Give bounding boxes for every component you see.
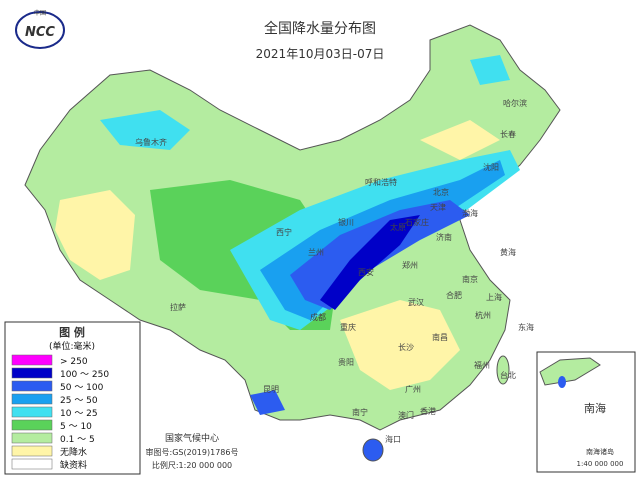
wet-area xyxy=(470,55,510,85)
city: 石家庄 xyxy=(405,217,429,227)
legend-label: 无降水 xyxy=(60,446,87,458)
city: 郑州 xyxy=(402,260,418,270)
city: 西宁 xyxy=(276,227,292,237)
city: 天津 xyxy=(430,202,446,212)
city: 南宁 xyxy=(352,407,368,417)
city: 南京 xyxy=(462,274,478,284)
city: 贵阳 xyxy=(338,357,354,367)
inset-island xyxy=(558,376,566,388)
city: 澳门 xyxy=(398,410,414,420)
subtitle: 2021年10月03日-07日 xyxy=(256,47,385,61)
legend-label: 100 ～ 250 xyxy=(60,370,109,380)
legend-swatch xyxy=(11,406,53,418)
legend-swatch xyxy=(11,393,53,405)
city: 呼和浩特 xyxy=(365,177,397,187)
city: 拉萨 xyxy=(170,302,186,312)
legend-label: 缺资料 xyxy=(60,459,87,471)
legend-swatch xyxy=(11,445,53,457)
legend-label: > 250 xyxy=(60,357,88,367)
sea-label: 东海 xyxy=(518,322,534,332)
city: 广州 xyxy=(405,384,421,394)
title: 全国降水量分布图 xyxy=(264,20,376,37)
logo: 中国 NCC xyxy=(15,9,65,49)
rain-area xyxy=(250,390,285,415)
city: 西安 xyxy=(358,267,374,277)
city: 兰州 xyxy=(308,247,324,257)
country xyxy=(24,24,561,462)
city: 济南 xyxy=(436,232,452,242)
footer-approval: 审图号:GS(2019)1786号 xyxy=(146,447,239,457)
legend: 图 例 (单位:毫米) > 250 100 ～ 250 50 ～ 100 25 ～ 5… xyxy=(4,321,141,475)
footer: 国家气候中心 审图号:GS(2019)1786号 比例尺:1:20 000 00… xyxy=(146,432,239,470)
legend-label: 10 ～ 25 xyxy=(60,409,98,419)
rain-band xyxy=(320,215,420,310)
city: 北京 xyxy=(433,187,449,197)
legend-label: 0.1 ～ 5 xyxy=(60,435,95,445)
city: 长沙 xyxy=(398,342,414,352)
city: 杭州 xyxy=(475,310,491,320)
city: 重庆 xyxy=(340,322,356,332)
legend-label: 50 ～ 100 xyxy=(60,383,104,393)
taiwan xyxy=(496,355,510,385)
dry-area xyxy=(420,120,500,160)
dry-area xyxy=(340,300,460,390)
legend-label: 25 ～ 50 xyxy=(60,396,98,406)
city-labels: 乌鲁木齐 哈尔滨 长春 沈阳 呼和浩特 北京 天津 银川 太原 石家庄 济南 西… xyxy=(135,98,534,444)
dry-area xyxy=(55,190,135,280)
city: 乌鲁木齐 xyxy=(135,137,167,147)
sea-label: 渤海 xyxy=(462,208,478,218)
city: 哈尔滨 xyxy=(503,98,527,108)
footer-org: 国家气候中心 xyxy=(165,432,219,444)
city: 太原 xyxy=(390,222,406,232)
city: 银川 xyxy=(338,217,354,227)
legend-swatch xyxy=(11,432,53,444)
logo-top: 中国 xyxy=(34,9,46,17)
wet-area xyxy=(100,110,190,150)
city: 长春 xyxy=(500,129,516,139)
logo-ring xyxy=(15,11,65,49)
legend-swatch xyxy=(11,367,53,379)
city: 南昌 xyxy=(432,332,448,342)
legend-unit: (单位:毫米) xyxy=(49,340,95,352)
legend-title: 图 例 xyxy=(59,325,85,339)
inset-title: 南海诸岛 xyxy=(586,447,614,456)
legend-swatch xyxy=(11,458,53,470)
legend-swatch xyxy=(11,380,53,392)
city: 台北 xyxy=(500,370,516,380)
city: 上海 xyxy=(486,292,502,302)
inset: 南海 南海诸岛 1:40 000 000 xyxy=(536,351,636,473)
city: 昆明 xyxy=(263,385,279,394)
city: 武汉 xyxy=(408,297,424,307)
city: 成都 xyxy=(310,312,326,322)
city: 福州 xyxy=(474,361,490,370)
city: 合肥 xyxy=(446,290,462,300)
footer-scale: 比例尺:1:20 000 000 xyxy=(152,460,232,470)
legend-label: 5 ～ 10 xyxy=(60,422,92,432)
city: 海口 xyxy=(385,434,401,444)
legend-swatch xyxy=(11,419,53,431)
sea-label: 黄海 xyxy=(500,247,516,257)
inset-land xyxy=(539,357,601,386)
inset-scale: 1:40 000 000 xyxy=(577,460,624,468)
hainan xyxy=(362,438,384,462)
city: 沈阳 xyxy=(483,162,499,172)
logo-name: NCC xyxy=(25,25,55,40)
sea-label: 南海 xyxy=(584,401,606,415)
city: 香港 xyxy=(420,406,436,416)
legend-swatch xyxy=(11,354,53,366)
